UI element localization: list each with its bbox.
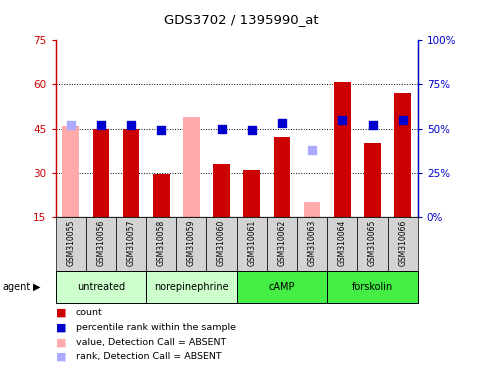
Text: GSM310057: GSM310057 xyxy=(127,220,136,266)
Text: cAMP: cAMP xyxy=(269,282,295,292)
Point xyxy=(157,127,165,134)
Text: rank, Detection Call = ABSENT: rank, Detection Call = ABSENT xyxy=(76,352,222,361)
Text: ■: ■ xyxy=(56,308,66,318)
Text: GSM310061: GSM310061 xyxy=(247,220,256,266)
Bar xyxy=(207,217,237,271)
Point xyxy=(278,120,286,126)
Bar xyxy=(357,217,388,271)
Text: GSM310063: GSM310063 xyxy=(308,220,317,266)
Point xyxy=(399,117,407,123)
Bar xyxy=(267,217,297,271)
Point xyxy=(127,122,135,128)
Bar xyxy=(56,271,146,303)
Point xyxy=(218,126,226,132)
Text: ■: ■ xyxy=(56,323,66,333)
Bar xyxy=(395,93,411,217)
Bar xyxy=(153,174,170,217)
Text: agent: agent xyxy=(2,282,30,292)
Text: ■: ■ xyxy=(56,337,66,347)
Bar xyxy=(116,217,146,271)
Point xyxy=(308,147,316,153)
Bar xyxy=(62,126,79,217)
Bar xyxy=(327,217,357,271)
Text: untreated: untreated xyxy=(77,282,125,292)
Bar xyxy=(327,271,418,303)
Bar xyxy=(123,129,139,217)
Text: GSM310065: GSM310065 xyxy=(368,220,377,266)
Text: count: count xyxy=(76,308,102,318)
Bar xyxy=(93,129,109,217)
Text: GSM310062: GSM310062 xyxy=(277,220,286,266)
Text: GSM310056: GSM310056 xyxy=(96,220,105,266)
Text: value, Detection Call = ABSENT: value, Detection Call = ABSENT xyxy=(76,338,226,347)
Text: GSM310058: GSM310058 xyxy=(156,220,166,266)
Text: GSM310060: GSM310060 xyxy=(217,220,226,266)
Point xyxy=(369,122,376,128)
Bar xyxy=(243,170,260,217)
Point xyxy=(339,117,346,123)
Bar xyxy=(213,164,230,217)
Bar xyxy=(304,202,320,217)
Bar xyxy=(334,81,351,217)
Text: GSM310055: GSM310055 xyxy=(66,220,75,266)
Bar xyxy=(364,143,381,217)
Bar xyxy=(146,217,176,271)
Text: ▶: ▶ xyxy=(33,282,41,292)
Bar xyxy=(146,271,237,303)
Bar xyxy=(176,217,207,271)
Text: ■: ■ xyxy=(56,352,66,362)
Bar xyxy=(56,217,86,271)
Bar xyxy=(274,137,290,217)
Text: norepinephrine: norepinephrine xyxy=(154,282,229,292)
Bar xyxy=(183,117,199,217)
Text: GDS3702 / 1395990_at: GDS3702 / 1395990_at xyxy=(164,13,319,26)
Text: GSM310059: GSM310059 xyxy=(187,220,196,266)
Point xyxy=(67,122,74,128)
Bar xyxy=(237,271,327,303)
Bar xyxy=(388,217,418,271)
Text: percentile rank within the sample: percentile rank within the sample xyxy=(76,323,236,332)
Text: GSM310064: GSM310064 xyxy=(338,220,347,266)
Text: GSM310066: GSM310066 xyxy=(398,220,407,266)
Bar xyxy=(86,217,116,271)
Bar xyxy=(297,217,327,271)
Point xyxy=(97,122,105,128)
Point xyxy=(248,127,256,134)
Text: forskolin: forskolin xyxy=(352,282,393,292)
Bar xyxy=(237,217,267,271)
